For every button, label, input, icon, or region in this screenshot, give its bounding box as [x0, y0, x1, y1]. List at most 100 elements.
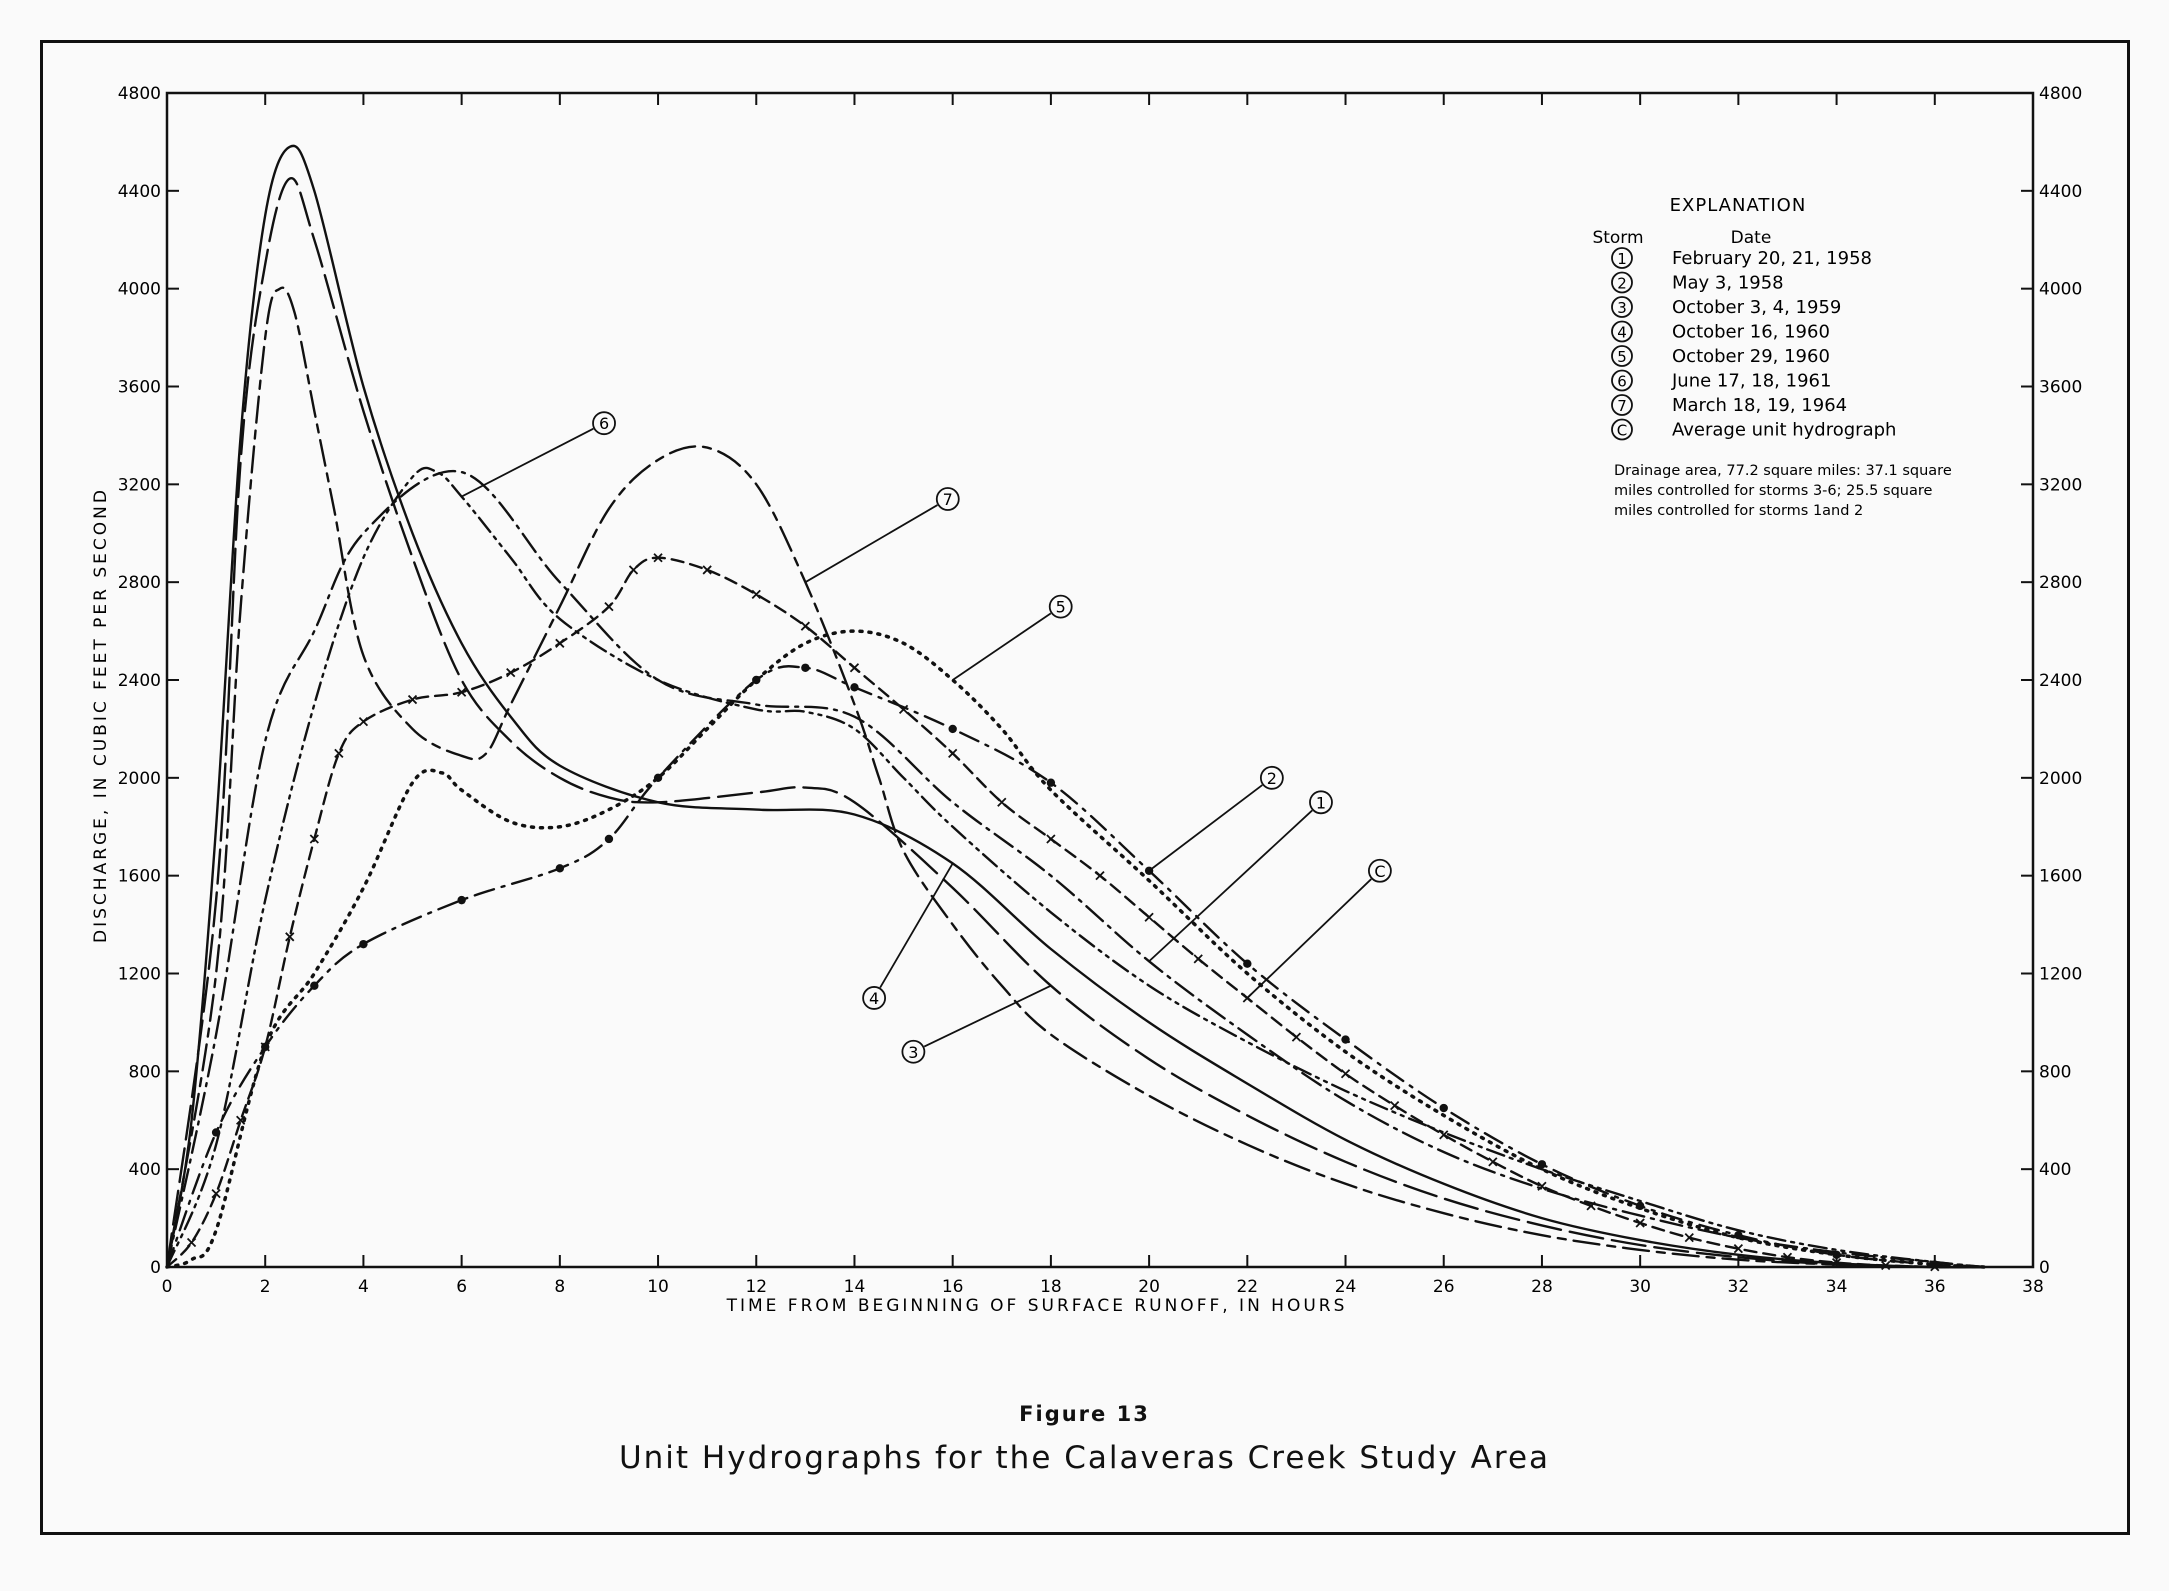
data-point — [1537, 1181, 1547, 1191]
data-point — [1782, 1252, 1793, 1262]
legend-storm-date: October 16, 1960 — [1672, 322, 1830, 343]
x-tick-label: 16 — [942, 1277, 964, 1297]
data-point — [334, 748, 344, 759]
data-point — [1341, 1035, 1350, 1044]
legend-storm-id: 5 — [1617, 348, 1627, 366]
data-point — [850, 683, 859, 692]
data-point — [310, 981, 319, 990]
leader-line — [952, 612, 1052, 681]
legend-storm-date: February 20, 21, 1958 — [1672, 248, 1872, 269]
data-point — [1439, 1103, 1448, 1113]
label-circle — [1048, 594, 1073, 619]
y-tick-label: 3200 — [118, 475, 161, 495]
y-axis-title: DISCHARGE, IN CUBIC FEET PER SECOND — [91, 487, 111, 943]
y-tick-label: 2400 — [118, 671, 161, 691]
x-tick-label: 4 — [358, 1277, 369, 1297]
legend-col-date: Date — [1731, 228, 1772, 248]
curve-label-6: 6 — [461, 411, 616, 498]
data-point — [628, 565, 639, 575]
y-tick-label-right: 4400 — [2039, 182, 2082, 202]
series-1 — [165, 469, 1986, 1269]
data-point — [236, 1115, 246, 1125]
legend-circle — [1611, 369, 1633, 392]
label-circle — [935, 487, 960, 511]
leader-line — [1148, 784, 1263, 872]
data-point — [751, 589, 761, 600]
legend-entry-6: 6 June 17, 18, 1961 — [1611, 369, 1831, 392]
legend-storm-id: 4 — [1617, 324, 1627, 342]
legend-circle — [1611, 418, 1633, 441]
data-point — [1881, 1260, 1891, 1271]
legend-note-line: miles controlled for storms 3-6; 25.5 sq… — [1614, 483, 1932, 499]
data-point — [1095, 871, 1105, 881]
data-point — [948, 748, 958, 759]
x-tick-label: 0 — [162, 1277, 173, 1297]
x-tick-label: 30 — [1629, 1277, 1651, 1297]
x-tick-label: 38 — [2022, 1277, 2044, 1297]
label-circle — [592, 411, 616, 436]
series-line — [165, 286, 1986, 1269]
series-line — [165, 629, 1986, 1269]
data-point — [1193, 954, 1203, 964]
legend-entry-4: 4 October 16, 1960 — [1611, 320, 1830, 343]
data-point — [309, 834, 319, 844]
y-tick-label-right: 400 — [2039, 1160, 2071, 1180]
data-point — [1488, 1157, 1498, 1167]
data-point — [1930, 1262, 1940, 1272]
y-tick-label: 400 — [129, 1160, 161, 1180]
chart-title: Unit Hydrographs for the Calaveras Creek… — [618, 1440, 1551, 1476]
data-point — [211, 1188, 221, 1199]
data-point — [1831, 1257, 1842, 1268]
x-tick-label: 14 — [844, 1277, 866, 1297]
leader-line — [879, 862, 954, 989]
data-point — [1635, 1218, 1645, 1228]
label-text: 6 — [599, 414, 609, 433]
y-tick-label-right: 1200 — [2039, 965, 2082, 985]
leader-line — [461, 427, 594, 498]
series-6 — [165, 466, 1986, 1269]
legend: EXPLANATION Storm Date 1 February 20, 21, 19… — [1592, 195, 1951, 519]
x-tick-label: 22 — [1236, 1277, 1258, 1297]
y-tick-label-right: 0 — [2039, 1258, 2050, 1278]
x-tick-label: 32 — [1728, 1277, 1750, 1297]
data-point — [285, 932, 295, 942]
label-circle — [862, 986, 887, 1010]
data-point — [1046, 834, 1056, 844]
data-point — [801, 663, 810, 672]
legend-col-storm: Storm — [1592, 228, 1643, 248]
x-axis-title: TIME FROM BEGINNING OF SURFACE RUNOFF, I… — [726, 1296, 1348, 1316]
curve-label-7: 7 — [804, 487, 960, 583]
data-point — [506, 668, 516, 678]
data-point — [948, 724, 957, 734]
leader-line — [923, 984, 1052, 1048]
series-line — [165, 556, 1986, 1269]
legend-heading: EXPLANATION — [1670, 195, 1807, 216]
series-7 — [165, 286, 1986, 1269]
label-text: 3 — [908, 1043, 918, 1062]
legend-storm-id: 1 — [1617, 250, 1627, 268]
curve-label-2: 2 — [1148, 765, 1284, 872]
legend-storm-date: Average unit hydrograph — [1672, 420, 1896, 441]
legend-entry-1: 1 February 20, 21, 1958 — [1611, 247, 1872, 269]
legend-circle — [1611, 394, 1633, 416]
series-5 — [165, 629, 1986, 1269]
legend-entry-C: C Average unit hydrograph — [1611, 418, 1896, 441]
data-point — [555, 864, 565, 873]
x-tick-label: 8 — [554, 1277, 565, 1297]
series-line — [165, 177, 1986, 1269]
data-point — [358, 716, 369, 727]
x-tick-label: 28 — [1531, 1277, 1553, 1297]
plot-area-border — [165, 91, 2035, 1269]
data-point — [849, 663, 860, 673]
y-tick-label-right: 3600 — [2039, 378, 2082, 398]
data-point — [1340, 1069, 1351, 1079]
data-point — [1046, 778, 1056, 787]
leader-line — [804, 504, 938, 583]
legend-circle — [1611, 296, 1633, 318]
figure-number: Figure 13 — [1019, 1402, 1150, 1426]
y-tick-label: 1200 — [118, 965, 161, 985]
axes: 0 2 4 6 8 10 12 14 16 18 20 22 24 26 28 30 32 34 36 380 0400… — [118, 84, 2083, 1297]
curve-label-4: 4 — [862, 862, 954, 1010]
data-point — [1243, 959, 1252, 968]
legend-entry-2: 2 May 3, 1958 — [1611, 271, 1784, 294]
